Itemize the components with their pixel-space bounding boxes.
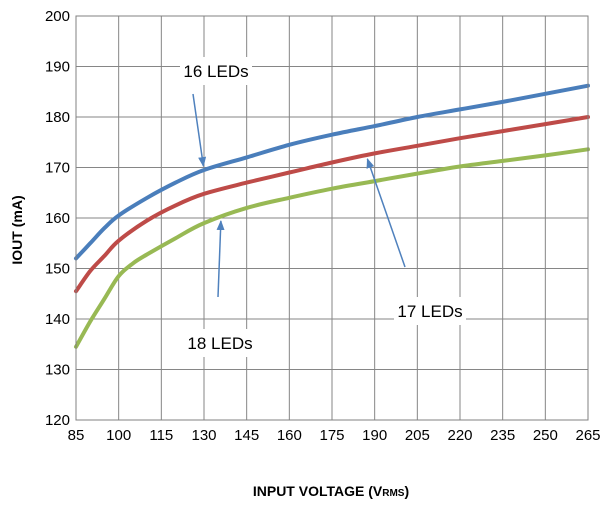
x-axis-ticks: 85 100 115 130 145 160 175 190 205 220 235 250 265 bbox=[68, 427, 601, 444]
y-tick-label: 150 bbox=[45, 261, 70, 278]
x-tick-label: 220 bbox=[447, 427, 472, 444]
series-line-1 bbox=[74, 83, 590, 261]
x-tick-label: 145 bbox=[234, 427, 259, 444]
annotation-label-bg bbox=[184, 329, 256, 357]
y-tick-label: 160 bbox=[45, 210, 70, 227]
y-tick-label: 140 bbox=[45, 311, 70, 328]
annotation-label-2: 17 LEDs bbox=[397, 302, 462, 321]
x-tick-label: 235 bbox=[490, 427, 515, 444]
annotation-arrow-1 bbox=[192, 93, 207, 168]
y-tick-label: 200 bbox=[45, 8, 70, 25]
annotation-arrow-2 bbox=[366, 158, 406, 268]
annotation-label-bg bbox=[394, 297, 466, 325]
x-tick-label: 85 bbox=[68, 427, 85, 444]
y-axis-title: IOUT (mA) bbox=[9, 195, 25, 264]
y-tick-label: 190 bbox=[45, 59, 70, 76]
x-tick-label: 205 bbox=[405, 427, 430, 444]
series-lines bbox=[74, 83, 590, 349]
plot-area-border bbox=[75, 15, 589, 421]
x-tick-label: 115 bbox=[149, 427, 173, 444]
annotation-label-bg bbox=[180, 57, 252, 85]
x-tick-label: 250 bbox=[533, 427, 558, 444]
annotation-arrow-3 bbox=[216, 220, 225, 298]
x-tick-label: 130 bbox=[191, 427, 216, 444]
y-tick-label: 180 bbox=[45, 109, 70, 126]
x-tick-label: 100 bbox=[106, 427, 131, 444]
y-tick-label: 120 bbox=[45, 412, 70, 429]
x-axis-title-subscript: RMS bbox=[382, 488, 405, 499]
y-tick-label: 130 bbox=[45, 362, 70, 379]
series-line-3 bbox=[74, 147, 590, 349]
x-tick-label: 175 bbox=[319, 427, 344, 444]
x-tick-label: 265 bbox=[575, 427, 600, 444]
annotation-label-1: 16 LEDs bbox=[183, 62, 248, 81]
series-line-2 bbox=[74, 115, 590, 294]
x-axis-title: INPUT VOLTAGE (VRMS) bbox=[253, 483, 409, 499]
annotations: 16 LEDs 17 LEDs 18 LEDs bbox=[180, 57, 466, 357]
x-tick-label: 160 bbox=[277, 427, 302, 444]
y-axis-ticks: 120 130 140 150 160 170 180 190 200 bbox=[45, 8, 70, 429]
annotation-label-3: 18 LEDs bbox=[187, 334, 252, 353]
x-tick-label: 190 bbox=[362, 427, 387, 444]
y-tick-label: 170 bbox=[45, 160, 70, 177]
